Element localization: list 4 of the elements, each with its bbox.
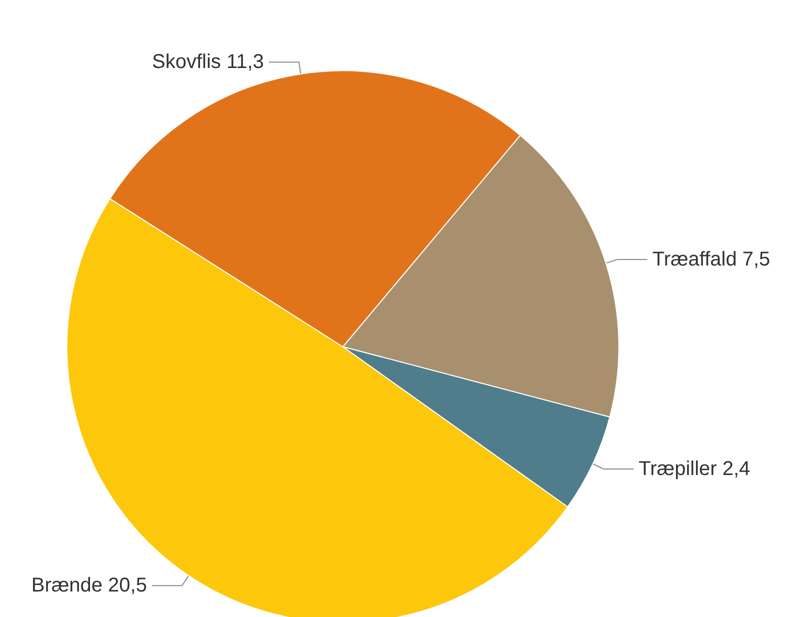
slice-label: Træaffald 7,5 — [652, 248, 770, 271]
slice-label: Brænde 20,5 — [31, 574, 147, 597]
slice-label: Skovflis 11,3 — [152, 51, 264, 74]
slice-label: Træpiller 2,4 — [638, 458, 750, 480]
